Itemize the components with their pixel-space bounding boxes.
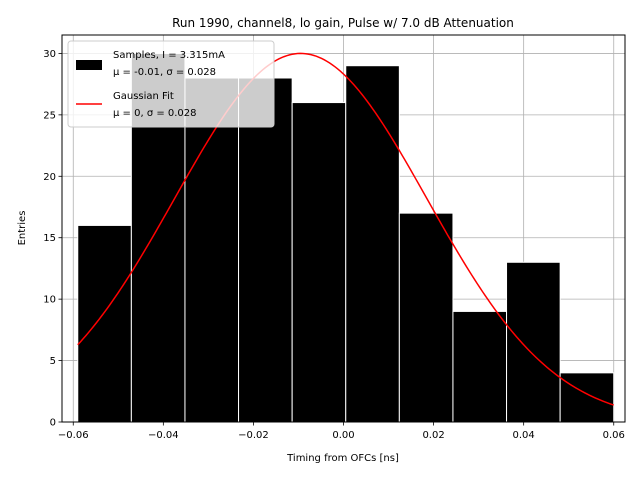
- histogram-bar: [77, 224, 132, 423]
- axis-ticks: −0.06 −0.04 −0.02 0.00 0.02 0.04 0.06 0 5 10 15 20 2…: [43, 49, 625, 441]
- histogram-bar: [398, 212, 454, 423]
- x-tick-label: 0.02: [422, 430, 444, 441]
- histogram-bars: [77, 52, 615, 423]
- legend-label-fit: Gaussian Fit: [113, 91, 174, 102]
- histogram-bar: [291, 102, 347, 423]
- y-tick-label: 5: [50, 356, 56, 367]
- histogram-bar: [506, 261, 561, 423]
- y-axis-label: Entries: [17, 211, 28, 246]
- x-tick-label: −0.02: [238, 430, 269, 441]
- x-tick-label: 0.04: [513, 430, 535, 441]
- legend-stats-fit: μ = 0, σ = 0.028: [113, 108, 197, 119]
- y-tick-label: 0: [50, 418, 56, 429]
- legend-label-samples: Samples, I = 3.315mA: [113, 50, 225, 61]
- y-tick-label: 30: [43, 49, 56, 60]
- y-tick-label: 20: [43, 172, 56, 183]
- fit-curve: [77, 52, 614, 406]
- histogram-bar: [452, 310, 508, 423]
- y-tick-label: 25: [43, 110, 56, 121]
- legend: Samples, I = 3.315mA μ = -0.01, σ = 0.02…: [67, 40, 275, 128]
- histogram-bar: [345, 65, 400, 423]
- chart-title: Run 1990, channel8, lo gain, Pulse w/ 7.…: [172, 16, 514, 30]
- x-axis-label: Timing from OFCs [ns]: [286, 453, 399, 464]
- gaussian-fit: [77, 52, 614, 406]
- y-tick-label: 15: [43, 233, 56, 244]
- histogram-bar: [238, 77, 293, 423]
- y-tick-label: 10: [43, 295, 56, 306]
- x-tick-label: −0.04: [148, 430, 179, 441]
- legend-stats-samples: μ = -0.01, σ = 0.028: [113, 67, 216, 78]
- histogram-bar: [559, 372, 615, 423]
- x-tick-label: −0.06: [58, 430, 89, 441]
- x-tick-label: 0.06: [603, 430, 625, 441]
- x-tick-label: 0.00: [332, 430, 354, 441]
- legend-swatch-samples: [76, 60, 102, 70]
- histogram-bar: [184, 77, 240, 423]
- legend-box: [67, 40, 275, 128]
